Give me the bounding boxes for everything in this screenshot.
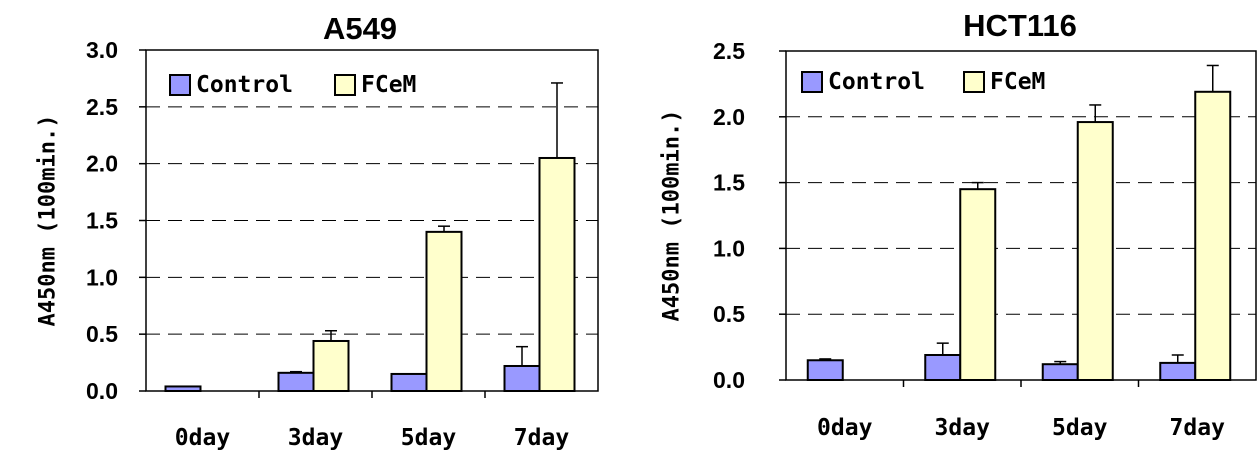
y-tick-label: 2.5 (713, 38, 745, 64)
x-tick-label: 7day (514, 425, 570, 451)
plot-frame (785, 50, 1257, 381)
bar-fcem-5day (1076, 121, 1114, 382)
legend-label-fcem: FCeM (361, 72, 416, 98)
x-tick-label: 3day (935, 415, 991, 441)
x-tick-label: 0day (817, 415, 873, 441)
bar-control-7day (503, 364, 541, 393)
bar-fcem-3day (959, 188, 997, 381)
chart-panel-1: A549 A450nm (100min.) 0.0 0.5 1.0 1.5 2.0 2.5 3.… (36, 11, 599, 451)
x-tick-label: 7day (1170, 415, 1226, 441)
y-tick-label: 2.0 (86, 151, 118, 177)
y-tick-label: 0.5 (86, 321, 118, 347)
bar-fcem-5day (425, 230, 463, 392)
bar-control-0day (806, 359, 844, 382)
bar-control-7day (1159, 361, 1197, 381)
legend-swatch-fcem (334, 74, 356, 96)
legend-label-control: Control (828, 69, 925, 95)
legend-swatch-control (169, 74, 191, 96)
y-tick-label: 0.0 (86, 378, 118, 404)
x-tick-label: 3day (288, 425, 344, 451)
x-tick-label: 5day (1052, 415, 1108, 441)
y-tick-label: 0.5 (713, 301, 745, 327)
chart-title: A549 (323, 11, 397, 46)
bar-control-5day (1041, 363, 1079, 382)
bar-control-3day (277, 371, 315, 392)
chart-title: HCT116 (963, 8, 1077, 43)
x-tick-label: 5day (401, 425, 457, 451)
bar-fcem-7day (1194, 90, 1232, 382)
legend: Control FCeM (801, 69, 1045, 95)
y-tick-label: 1.5 (713, 170, 745, 196)
legend-label-fcem: FCeM (990, 69, 1045, 95)
y-axis-label: A450nm (100min.) (36, 115, 61, 327)
legend-swatch-fcem (963, 71, 985, 93)
bar-fcem-7day (538, 156, 576, 392)
plot-frame (145, 49, 599, 392)
y-tick-label: 3.0 (86, 37, 118, 63)
bar-control-3day (924, 353, 962, 382)
y-tick-label: 2.5 (86, 94, 118, 120)
bar-fcem-3day (312, 339, 350, 392)
bar-control-5day (390, 372, 428, 393)
y-tick-label: 2.0 (713, 104, 745, 130)
y-tick-label: 1.0 (713, 235, 745, 261)
y-tick-label: 1.5 (86, 208, 118, 234)
y-tick-label: 1.0 (86, 264, 118, 290)
chart-panel-2: HCT116 A450nm (100min.) 0.0 0.5 1.0 1.5 2.0 2.5… (660, 8, 1257, 441)
legend-swatch-control (801, 71, 823, 93)
legend: Control FCeM (169, 72, 416, 98)
x-tick-label: 0day (175, 425, 231, 451)
legend-label-control: Control (196, 72, 293, 98)
y-tick-label: 0.0 (713, 367, 745, 393)
y-axis-label: A450nm (100min.) (660, 110, 685, 322)
